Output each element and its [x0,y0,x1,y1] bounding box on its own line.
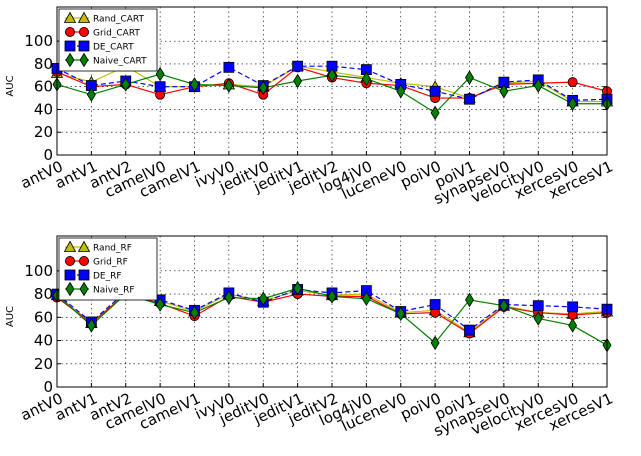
y-tick-label: 100 [24,262,53,280]
data-point [533,78,543,93]
plot-frame [56,235,608,388]
data-point [223,61,235,73]
legend-label: Rand_RF [93,244,132,254]
legend-marker [79,26,90,37]
data-point [464,93,475,105]
data-point [258,291,268,306]
data-point [499,83,509,99]
legend-marker [65,26,76,37]
data-point [86,87,96,102]
data-point [155,297,165,312]
y-tick-label: 80 [34,55,53,73]
data-point [155,66,165,82]
legend-marker [77,11,91,23]
chart-panel-1: 020406080100antV0antV1antV2camelV0camelV… [5,6,616,208]
data-point [190,77,199,92]
data-point [429,299,441,310]
legend-box [58,237,158,301]
data-point [190,305,199,320]
legend-label: Grid_RF [93,258,128,268]
data-point [154,81,166,93]
y-tick-label: 60 [34,308,53,326]
data-point [533,311,543,326]
data-point [532,300,544,312]
legend-label: DE_RF [93,272,122,282]
data-point [293,73,303,89]
data-point [464,324,475,336]
data-point [86,318,96,333]
y-tick-label: 20 [34,123,53,141]
data-point [465,70,474,85]
legend-marker [79,52,89,68]
y-axis-label: AUC [5,75,16,96]
y-tick-label: 40 [34,332,53,350]
data-point [568,318,578,333]
data-point [327,68,337,83]
series-line [56,65,608,101]
legend-label: Naive_CART [93,57,147,67]
legend-marker [78,40,90,52]
legend-marker [79,281,89,297]
y-tick-label: 80 [34,285,53,303]
legend-marker [79,255,90,266]
y-tick-label: 60 [34,78,53,96]
legend-marker [77,240,91,252]
data-point [293,281,303,296]
data-point [396,83,406,99]
legend-marker [63,240,77,252]
data-point [567,301,579,313]
y-tick-label: 40 [34,100,53,118]
legend-label: DE_CART [93,43,134,53]
data-point [396,306,406,322]
legend-marker [64,40,76,52]
data-point [224,78,234,93]
y-tick-label: 0 [43,378,53,396]
data-point [361,291,371,306]
y-tick-label: 20 [34,355,53,373]
plot-frame [56,6,608,156]
legend-label: Rand_CART [93,15,145,25]
data-point [361,71,371,86]
data-point [292,60,304,72]
data-point [224,290,234,305]
legend-label: Naive_RF [93,286,135,296]
data-point [567,77,578,88]
data-point [327,289,337,304]
y-axis-label: AUC [5,306,16,327]
data-point [499,298,509,313]
y-tick-label: 0 [43,146,53,164]
legend-marker [65,255,76,266]
data-point [430,105,440,121]
legend-marker [63,11,77,23]
legend-box [58,8,158,72]
legend-label: Grid_CART [93,29,140,39]
chart-panel-2: 020406080100antV0antV1antV2camelV0camelV… [5,235,616,440]
data-point [430,335,440,351]
legend-marker [78,269,90,281]
legend-marker [65,52,75,68]
data-point [258,80,268,96]
y-tick-label: 100 [24,32,53,50]
legend-marker [64,269,76,281]
data-point [121,77,131,92]
data-point [429,85,441,97]
data-point [465,292,474,308]
legend-marker [65,281,75,297]
data-point [568,96,578,112]
